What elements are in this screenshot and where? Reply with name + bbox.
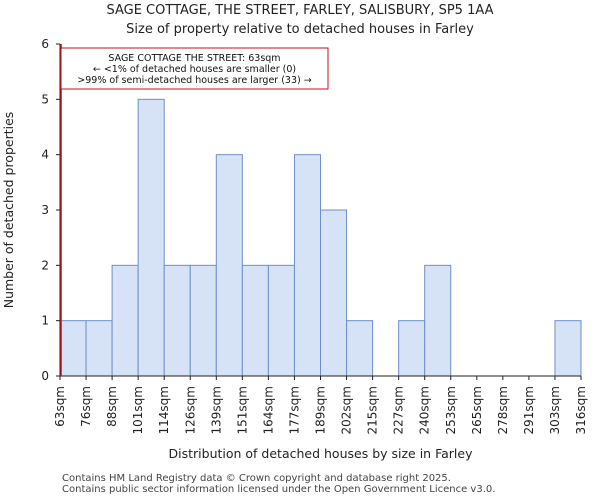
- histogram-bar: [554, 320, 582, 377]
- histogram-bar: [163, 264, 191, 377]
- x-tick-label: 151sqm: [235, 386, 249, 434]
- y-tick-label: 3: [41, 203, 49, 217]
- histogram-bar: [241, 264, 269, 377]
- histogram-bar: [267, 264, 295, 377]
- y-tick-label: 5: [41, 92, 49, 106]
- x-tick-label: 76sqm: [79, 386, 93, 427]
- chart-title: SAGE COTTAGE, THE STREET, FARLEY, SALISB…: [106, 3, 493, 18]
- histogram-bar: [137, 98, 165, 377]
- x-tick-label: 139sqm: [209, 386, 223, 434]
- histogram-bar: [293, 154, 322, 377]
- x-tick-label: 253sqm: [444, 386, 458, 434]
- annotation-line: ← <1% of detached houses are smaller (0): [93, 64, 296, 75]
- x-tick-label: 227sqm: [392, 386, 406, 434]
- y-axis-ticks: 0 1 2 3 4 5 6: [41, 37, 60, 383]
- footer-copyright: Contains HM Land Registry data © Crown c…: [62, 473, 451, 484]
- annotation-line: SAGE COTTAGE THE STREET: 63sqm: [108, 53, 280, 64]
- x-axis-ticks: 63sqm 76sqm 88sqm 101sqm 114sqm 126sqm 139sqm 1…: [53, 376, 588, 434]
- y-tick-label: 2: [41, 258, 49, 272]
- histogram-bar: [320, 209, 348, 377]
- x-tick-label: 101sqm: [131, 386, 145, 434]
- histogram-bar: [398, 320, 426, 377]
- x-tick-label: 126sqm: [183, 386, 197, 434]
- histogram-bar: [111, 264, 139, 377]
- x-tick-label: 265sqm: [470, 386, 484, 434]
- y-tick-label: 0: [41, 369, 49, 383]
- y-tick-label: 4: [41, 148, 49, 162]
- annotation-box: SAGE COTTAGE THE STREET: 63sqm ← <1% of …: [60, 47, 329, 90]
- histogram-bar: [424, 264, 452, 377]
- x-axis-label: Distribution of detached houses by size …: [169, 446, 474, 461]
- x-tick-label: 316sqm: [574, 386, 588, 434]
- histogram-bar: [85, 320, 113, 377]
- histogram-bar: [59, 320, 87, 377]
- x-tick-label: 114sqm: [157, 386, 171, 434]
- chart-subtitle: Size of property relative to detached ho…: [126, 22, 474, 37]
- x-tick-label: 177sqm: [287, 386, 301, 434]
- x-tick-label: 278sqm: [496, 386, 510, 434]
- x-tick-label: 88sqm: [105, 386, 119, 427]
- histogram-bar: [346, 320, 374, 377]
- y-axis-label: Number of detached properties: [1, 112, 16, 309]
- footer-licence: Contains public sector information licen…: [62, 484, 496, 495]
- x-tick-label: 63sqm: [53, 386, 67, 427]
- y-tick-label: 1: [41, 314, 49, 328]
- histogram-bar: [215, 154, 243, 377]
- x-tick-label: 164sqm: [261, 386, 275, 434]
- x-tick-label: 202sqm: [340, 386, 354, 434]
- histogram-bar: [189, 264, 217, 377]
- x-tick-label: 189sqm: [314, 386, 328, 434]
- bars-group: [59, 98, 582, 377]
- x-tick-label: 240sqm: [418, 386, 432, 434]
- annotation-line: >99% of semi-detached houses are larger …: [77, 75, 311, 86]
- x-tick-label: 291sqm: [522, 386, 536, 434]
- x-tick-label: 215sqm: [366, 386, 380, 434]
- annotation-border: [60, 47, 329, 90]
- x-tick-label: 303sqm: [548, 386, 562, 434]
- y-tick-label: 6: [41, 37, 49, 51]
